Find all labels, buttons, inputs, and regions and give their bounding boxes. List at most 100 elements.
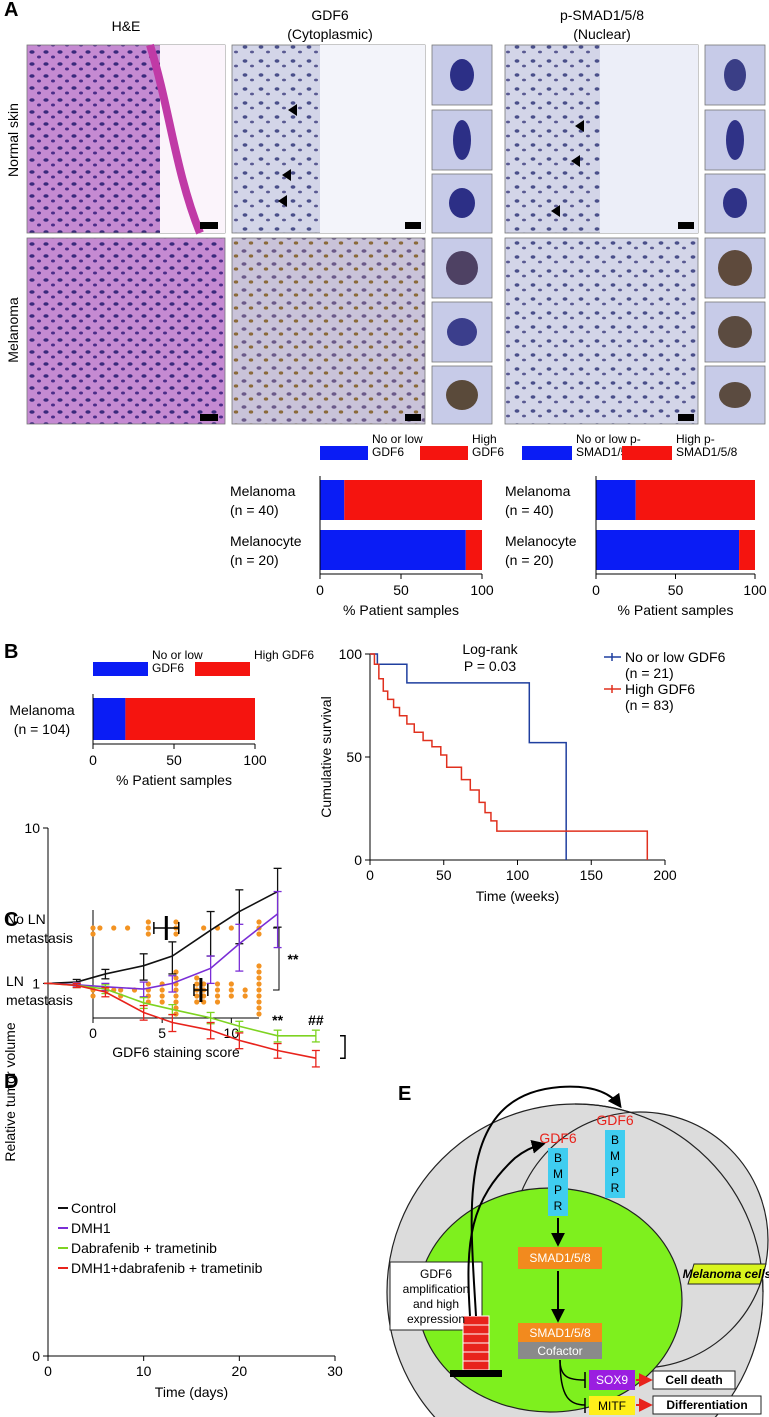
bar-segment [344, 480, 482, 520]
error-bar [311, 1029, 320, 1043]
ligand-label: GDF6 [539, 1130, 577, 1146]
dot [256, 981, 262, 987]
x-tick-label: 5 [158, 1025, 166, 1041]
dot [97, 925, 103, 931]
significance-bracket [340, 1035, 346, 1059]
panel-label: A [4, 0, 18, 21]
error-bar [139, 1004, 148, 1021]
x-tick-label: 50 [436, 867, 452, 883]
error-bar [101, 968, 110, 980]
legend-label: High GDF6 [472, 433, 505, 459]
amplification-label: and high [413, 1297, 459, 1311]
legend-label: DMH1+dabrafenib + trametinib [71, 1260, 263, 1276]
series-line [370, 653, 649, 860]
dot [173, 999, 179, 1005]
category-label: Melanoma [505, 483, 571, 499]
bar-segment [125, 698, 256, 740]
category-label: (n = 104) [14, 721, 70, 737]
dot [214, 981, 221, 987]
column-title: (Cytoplasmic) [287, 26, 373, 42]
dot [256, 993, 262, 999]
target-label: MITF [598, 1399, 626, 1413]
y-axis-label: Cumulative survival [318, 696, 334, 817]
dot [124, 925, 131, 931]
dot [256, 919, 262, 925]
error-bar [235, 1032, 244, 1050]
category-label: LN [6, 973, 24, 989]
legend-label: DMH1 [71, 1220, 111, 1236]
x-tick-label: 200 [653, 867, 677, 883]
column-title: p-SMAD1/5/8 [560, 7, 644, 23]
legend-swatch [522, 446, 572, 460]
panel-label: C [4, 909, 18, 931]
error-bar [206, 910, 215, 957]
bar-segment [596, 530, 740, 570]
dot [173, 975, 179, 981]
bar-segment [596, 480, 636, 520]
dot [159, 987, 165, 993]
dot [256, 987, 262, 993]
receptor-letter: B [611, 1133, 619, 1147]
bar-segment [320, 530, 466, 570]
x-axis-label: % Patient samples [343, 602, 459, 618]
legend-label: No or low GDF6 [372, 433, 423, 459]
category-label: (n = 40) [230, 502, 279, 518]
smad-label: SMAD1/5/8 [529, 1326, 591, 1340]
dot [159, 999, 165, 1005]
dot [90, 931, 96, 937]
legend-swatch [420, 446, 468, 460]
category-label: (n = 20) [505, 552, 554, 568]
y-tick-label: 0 [32, 1348, 40, 1364]
dot [228, 993, 234, 999]
dot [214, 987, 221, 993]
legend-label: Dabrafenib + trametinib [71, 1240, 217, 1256]
error-bar [168, 975, 177, 993]
dot [214, 999, 221, 1005]
legend-item: High GDF6 [472, 433, 505, 459]
x-axis-label: % Patient samples [618, 602, 734, 618]
pathway-diagram: GDF6 GDF6 B M P R B M P R SMAD1/5/8 SMAD… [386, 1085, 769, 1417]
legend-label: Control [71, 1200, 116, 1216]
legend-label: No or low GDF6 [625, 649, 726, 665]
error-bar [168, 941, 177, 975]
target-label: SOX9 [596, 1373, 628, 1387]
dot [228, 925, 234, 931]
receptor-letter: M [553, 1167, 563, 1181]
bar-segment [93, 698, 126, 740]
ligand-label: GDF6 [596, 1112, 634, 1128]
error-bar [193, 984, 209, 996]
series-line [47, 890, 278, 985]
legend-swatch [320, 446, 368, 460]
receptor-letter: R [611, 1181, 620, 1195]
significance-label: ** [272, 1012, 283, 1028]
annotation: Log-rank [462, 641, 518, 657]
legend-item: No or low GDF6 [372, 433, 423, 459]
dot [145, 919, 151, 925]
series-line [47, 913, 279, 990]
outcome-label: Differentiation [666, 1398, 747, 1412]
dot [228, 987, 234, 993]
dot [256, 931, 262, 937]
row-title: Normal skin [5, 103, 21, 177]
legend-item: High GDF6 [254, 649, 315, 662]
dot [173, 919, 179, 925]
receptor-letter: M [610, 1149, 620, 1163]
dot [256, 963, 262, 969]
x-axis-label: Time (weeks) [476, 888, 560, 904]
y-tick-label: 50 [346, 749, 362, 765]
error-bar [139, 953, 148, 981]
y-axis-label: Relative tumor volume [2, 1022, 18, 1161]
y-tick-label: 0 [354, 852, 362, 868]
amplification-label: amplification [403, 1282, 470, 1296]
dot [90, 993, 96, 999]
error-bar [311, 1049, 320, 1068]
error-bar [235, 1020, 244, 1033]
dot [256, 1005, 262, 1011]
dot [159, 993, 165, 999]
y-tick-label: 10 [24, 820, 40, 836]
x-tick-label: 0 [316, 582, 324, 598]
legend-label: (n = 83) [625, 697, 674, 713]
error-bar [235, 923, 244, 972]
legend-label: High GDF6 [254, 649, 315, 662]
dot [118, 987, 124, 993]
